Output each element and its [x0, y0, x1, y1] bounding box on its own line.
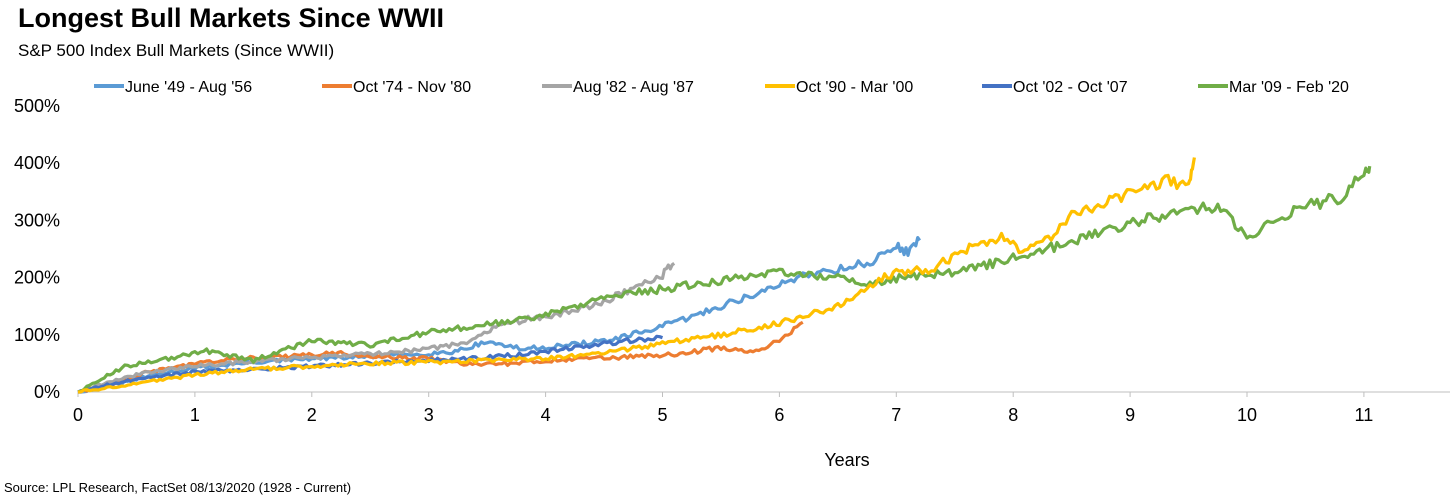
series-group: [77, 157, 1372, 394]
x-tick-label: 7: [891, 405, 901, 425]
chart-subtitle: S&P 500 Index Bull Markets (Since WWII): [18, 41, 335, 60]
x-tick-label: 3: [424, 405, 434, 425]
y-tick-label: 200%: [14, 268, 60, 288]
series-line: [78, 236, 922, 394]
x-tick-label: 6: [774, 405, 784, 425]
x-tick-label: 2: [307, 405, 317, 425]
x-tick-label: 9: [1125, 405, 1135, 425]
y-tick-label: 0%: [34, 382, 60, 402]
legend-entry: Mar '09 - Feb '20: [1229, 79, 1349, 96]
y-axis: 0% 100% 200% 300% 400% 500%: [14, 96, 60, 402]
x-tick-label: 1: [190, 405, 200, 425]
series-line: [77, 165, 1372, 394]
series-line: [77, 334, 664, 394]
legend-entry: June '49 - Aug '56: [125, 79, 252, 96]
series-line: [77, 157, 1196, 394]
y-tick-label: 100%: [14, 325, 60, 345]
chart-source: Source: LPL Research, FactSet 08/13/2020…: [4, 480, 352, 495]
y-tick-label: 500%: [14, 96, 60, 116]
x-tick-label: 4: [541, 405, 551, 425]
legend-entry: Oct '74 - Nov '80: [353, 79, 471, 96]
x-tick-label: 8: [1008, 405, 1018, 425]
x-tick-label: 5: [657, 405, 667, 425]
legend-entry: Oct '02 - Oct '07: [1013, 79, 1128, 96]
x-tick-label: 11: [1355, 405, 1374, 425]
legend-entry: Aug '82 - Aug '87: [573, 79, 694, 96]
x-tick-label: 0: [73, 405, 83, 425]
legend-entry: Oct '90 - Mar '00: [796, 79, 913, 96]
chart-title: Longest Bull Markets Since WWII: [18, 3, 445, 33]
y-tick-label: 300%: [14, 210, 60, 230]
x-tick-label: 10: [1237, 405, 1257, 425]
y-tick-label: 400%: [14, 153, 60, 173]
x-axis-title: Years: [824, 450, 869, 470]
x-axis: 0 1 2 3 4 5 6 7 8 9 10 11: [73, 391, 1450, 425]
legend: June '49 - Aug '56 Oct '74 - Nov '80 Aug '…: [94, 79, 1349, 96]
